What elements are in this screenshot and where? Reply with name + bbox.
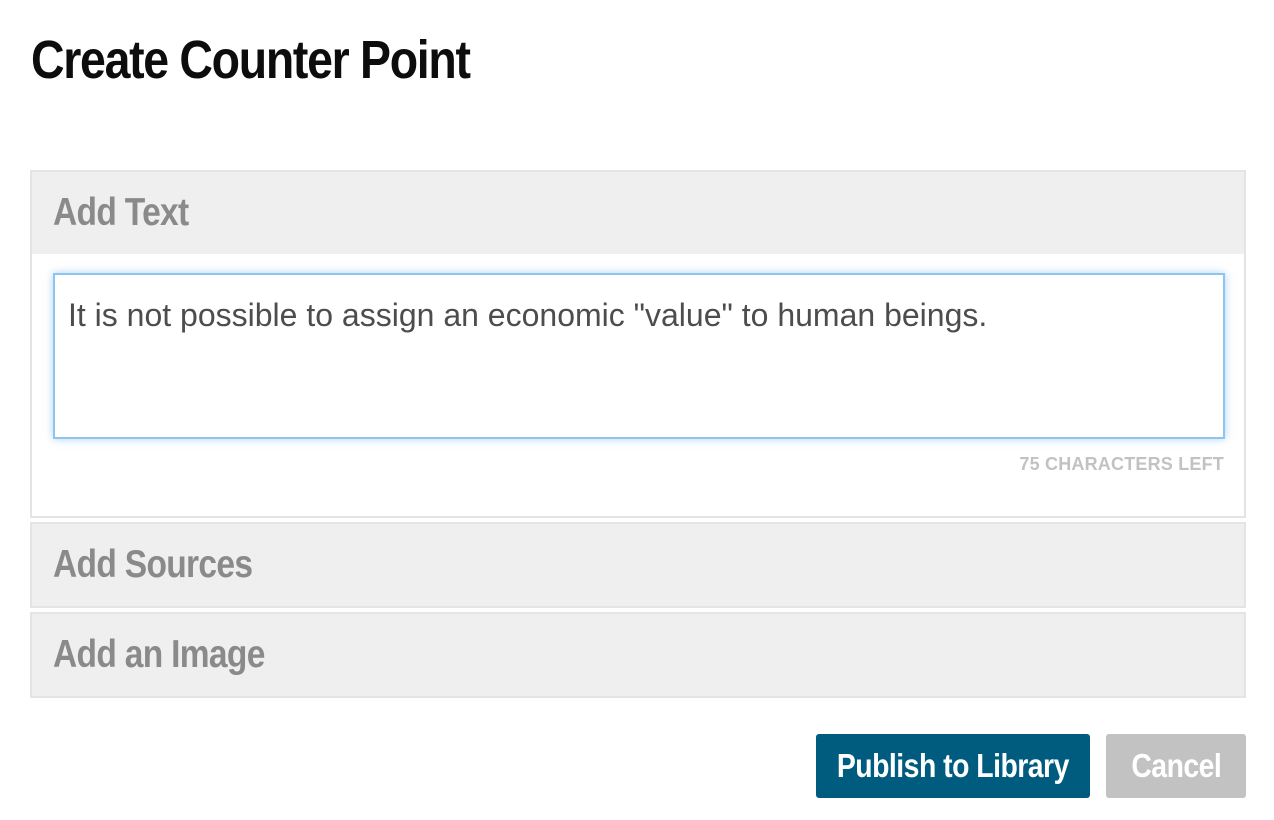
publish-to-library-button[interactable]: Publish to Library <box>816 734 1090 798</box>
cancel-button-label: Cancel <box>1131 747 1221 784</box>
add-image-section: Add an Image <box>30 612 1246 698</box>
add-image-header[interactable]: Add an Image <box>32 614 1244 696</box>
add-sources-section: Add Sources <box>30 522 1246 608</box>
add-text-label: Add Text <box>53 191 189 234</box>
add-image-label: Add an Image <box>53 633 265 676</box>
add-text-body: 75 CHARACTERS LEFT <box>32 254 1244 516</box>
page-title: Create Counter Point <box>31 30 471 90</box>
counter-point-text-input[interactable] <box>53 273 1225 439</box>
add-sources-header[interactable]: Add Sources <box>32 524 1244 606</box>
add-text-header[interactable]: Add Text <box>32 172 1244 254</box>
add-text-section: Add Text 75 CHARACTERS LEFT <box>30 170 1246 518</box>
cancel-button[interactable]: Cancel <box>1106 734 1246 798</box>
characters-left-counter: 75 CHARACTERS LEFT <box>1019 454 1224 474</box>
add-sources-label: Add Sources <box>53 543 253 586</box>
publish-button-label: Publish to Library <box>837 747 1069 784</box>
